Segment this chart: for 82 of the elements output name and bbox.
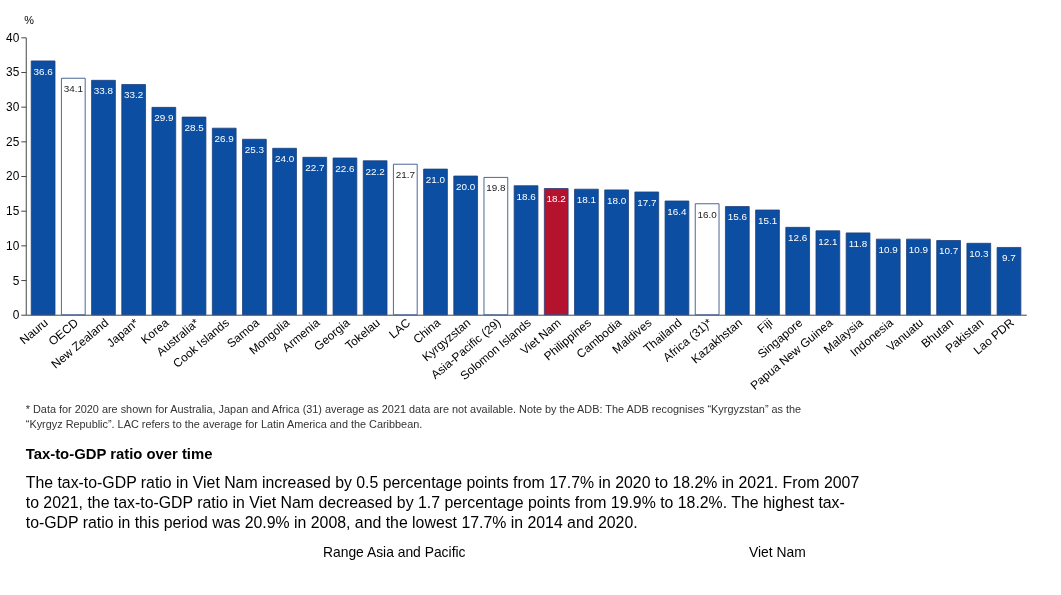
data-label: 22.6 bbox=[335, 162, 356, 174]
y-tick-label: 15 bbox=[6, 204, 20, 219]
y-tick-label: 30 bbox=[6, 100, 20, 115]
data-label: 36.6 bbox=[33, 65, 54, 77]
data-label: 16.4 bbox=[667, 205, 688, 217]
data-label: 29.9 bbox=[154, 112, 174, 124]
data-label: 15.1 bbox=[757, 214, 778, 226]
bar bbox=[785, 226, 810, 316]
data-label: 21.0 bbox=[425, 173, 446, 185]
bar bbox=[483, 177, 509, 316]
bar bbox=[815, 230, 841, 316]
y-tick-label: 40 bbox=[6, 30, 20, 45]
data-label: 33.8 bbox=[93, 85, 114, 97]
data-label: 10.3 bbox=[969, 248, 989, 260]
bar bbox=[61, 77, 86, 316]
bar bbox=[875, 238, 901, 316]
text: * Data for 2020 are shown for Australia, Japan and Africa (31) average as 2021 data are not available. Note by the ADB: The ADB recognises “Kyrgyzstan” as the “Kyrgyz Republic”. LAC refers to the average for Latin America and the Caribbean. bbox=[25, 402, 802, 430]
y-tick-label: 5 bbox=[12, 273, 20, 288]
data-label: 18.2 bbox=[546, 193, 566, 205]
bar bbox=[423, 168, 448, 316]
y-tick-label: 25 bbox=[6, 134, 20, 149]
bar bbox=[634, 191, 660, 316]
bar bbox=[393, 163, 418, 316]
bar bbox=[272, 147, 297, 316]
bar bbox=[91, 79, 116, 316]
data-label: 12.1 bbox=[818, 235, 838, 247]
data-label: 33.2 bbox=[124, 89, 144, 101]
bar bbox=[453, 175, 478, 316]
y-axis-title: % bbox=[24, 13, 35, 26]
y-tick-label: 0 bbox=[12, 308, 20, 323]
bar bbox=[725, 206, 750, 316]
data-label: 16.0 bbox=[697, 208, 718, 220]
bar bbox=[574, 188, 599, 316]
bar bbox=[242, 138, 267, 316]
bar bbox=[543, 188, 569, 316]
data-label: 12.6 bbox=[788, 232, 808, 244]
data-label: 10.9 bbox=[878, 244, 899, 255]
text: The tax-to-GDP ratio in Viet Nam increased by 0.5 percentage points from 17.7% in 2020 to 18.2% in 2021. From 2007 to 2021, the tax-to-GDP ratio in Viet Nam decreased by 1.7 percentage points from 19.9% to 18.2%. The highest tax-to-GDP ratio in this period was 20.9% in 2008, and the lowest 17.7% in 2014 and 2020. bbox=[25, 474, 860, 531]
bar bbox=[996, 247, 1022, 316]
data-label: 15.6 bbox=[727, 211, 748, 223]
data-label: 26.9 bbox=[214, 133, 235, 145]
bar bbox=[211, 127, 237, 316]
x-tick-label: LAC bbox=[386, 315, 414, 342]
data-label: 21.7 bbox=[395, 169, 415, 181]
bar bbox=[332, 157, 358, 316]
y-tick-label: 10 bbox=[6, 238, 20, 253]
data-label: 18.0 bbox=[606, 194, 627, 206]
data-label: 10.7 bbox=[938, 245, 959, 257]
bar bbox=[362, 160, 388, 316]
data-label: 19.8 bbox=[486, 182, 506, 194]
data-label: 20.0 bbox=[456, 180, 476, 192]
data-label: 25.3 bbox=[244, 144, 265, 156]
bar bbox=[302, 156, 328, 316]
data-label: 22.7 bbox=[305, 162, 325, 174]
data-label: 18.1 bbox=[576, 194, 597, 206]
data-label: 22.2 bbox=[365, 165, 385, 177]
bar bbox=[121, 84, 146, 316]
bar bbox=[513, 185, 539, 316]
data-label: 17.7 bbox=[637, 196, 657, 208]
bar bbox=[151, 106, 177, 316]
y-tick-label: 35 bbox=[6, 65, 20, 80]
bar bbox=[181, 116, 207, 316]
data-label: 11.8 bbox=[848, 237, 868, 249]
bar bbox=[30, 60, 56, 316]
data-label: 10.9 bbox=[908, 244, 929, 255]
data-label: 24.0 bbox=[274, 153, 295, 165]
data-label: 34.1 bbox=[63, 83, 84, 95]
bar bbox=[966, 242, 992, 316]
bar bbox=[694, 203, 720, 316]
bar bbox=[755, 209, 780, 316]
data-label: 9.7 bbox=[1002, 252, 1016, 264]
data-label: 18.6 bbox=[516, 190, 537, 202]
text: Range Asia and Pacific bbox=[322, 544, 466, 561]
bar bbox=[604, 189, 629, 316]
bar bbox=[906, 238, 931, 316]
text: Viet Nam bbox=[748, 544, 806, 561]
y-tick-label: 20 bbox=[6, 169, 20, 184]
text: Tax-to-GDP ratio over time bbox=[25, 446, 213, 463]
bar bbox=[664, 200, 690, 316]
data-label: 28.5 bbox=[184, 121, 205, 133]
bar bbox=[936, 240, 961, 316]
bar bbox=[845, 232, 871, 316]
